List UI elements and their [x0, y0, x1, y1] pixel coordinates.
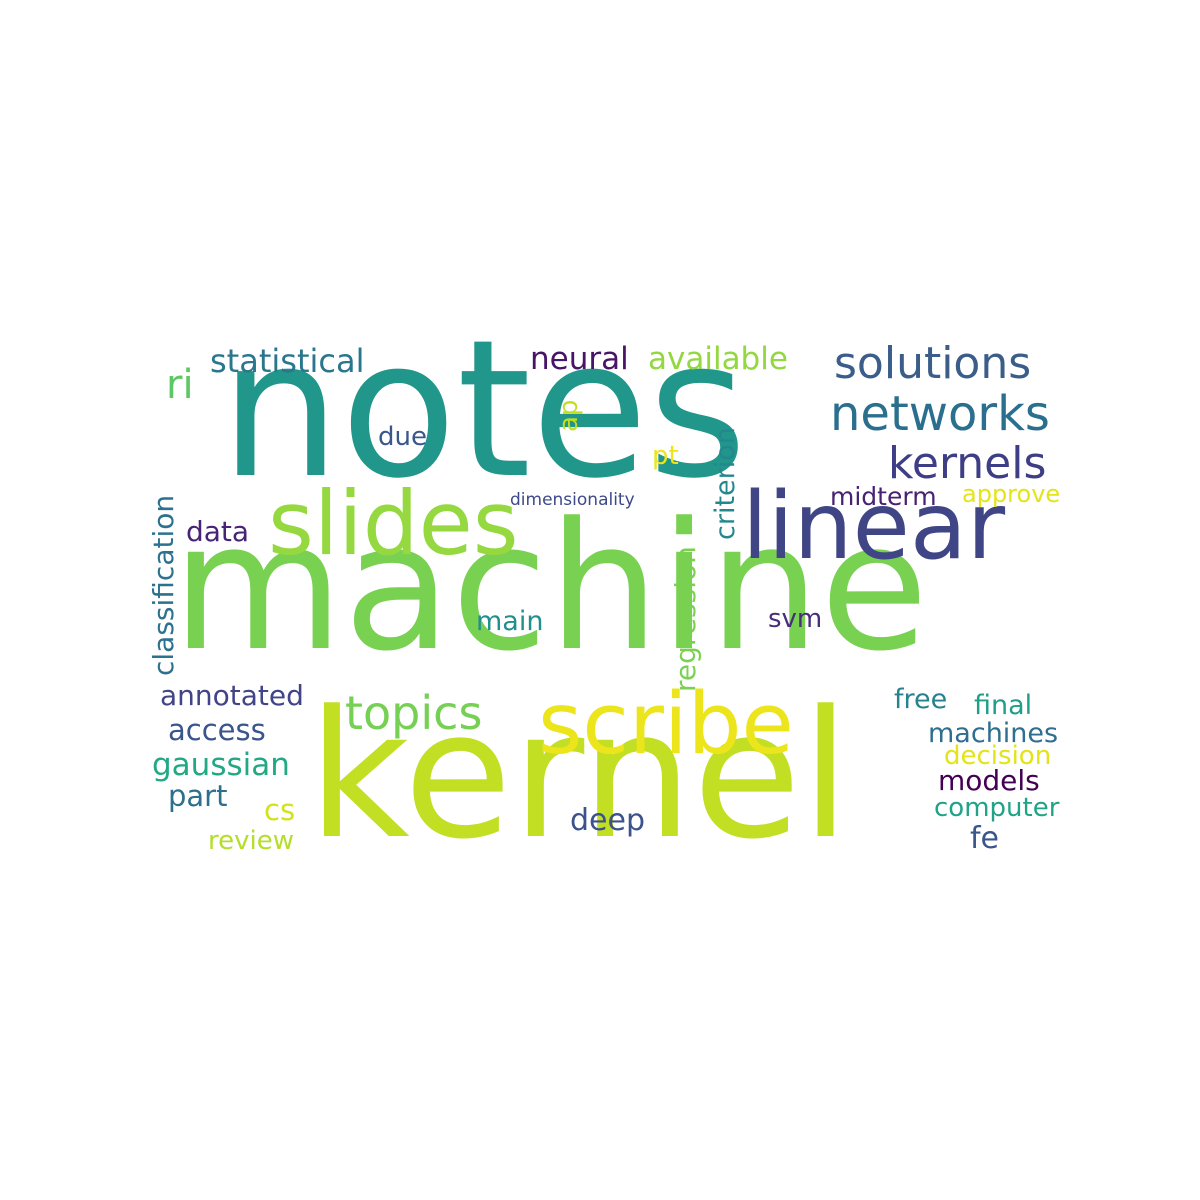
word-dimensionality: dimensionality — [510, 490, 635, 510]
word-statistical: statistical — [210, 342, 365, 380]
word-kernels: kernels — [888, 438, 1047, 489]
word-decision: decision — [944, 741, 1052, 771]
word-neural: neural — [530, 341, 629, 377]
word-ap: ap — [554, 399, 584, 432]
word-svm: svm — [768, 604, 823, 634]
word-models: models — [938, 764, 1040, 797]
word-linear: linear — [742, 472, 1006, 580]
word-topics: topics — [345, 686, 483, 740]
word-networks: networks — [830, 386, 1050, 442]
word-notes: notes — [220, 299, 748, 520]
word-ri: ri — [166, 362, 194, 408]
word-gaussian: gaussian — [152, 747, 290, 783]
word-final: final — [974, 690, 1033, 721]
word-review: review — [208, 826, 294, 856]
word-access: access — [168, 713, 266, 747]
word-kernel: kernel — [308, 673, 850, 878]
word-criterion: criterion — [710, 427, 741, 540]
word-data: data — [186, 515, 250, 548]
word-fe: fe — [970, 821, 1000, 856]
word-regression: regression — [669, 546, 702, 692]
word-approve: approve — [962, 480, 1061, 508]
word-available: available — [648, 341, 788, 377]
word-classification: classification — [147, 494, 180, 676]
word-cs: cs — [264, 793, 296, 827]
word-midterm: midterm — [830, 482, 937, 511]
word-slides: slides — [268, 472, 519, 575]
word-part: part — [168, 779, 228, 813]
word-computer: computer — [934, 793, 1060, 823]
word-solutions: solutions — [834, 338, 1032, 389]
word-machines: machines — [928, 718, 1059, 749]
word-scribe: scribe — [538, 675, 794, 774]
word-annotated: annotated — [160, 679, 304, 712]
word-deep: deep — [570, 803, 645, 838]
word-due: due — [378, 422, 427, 452]
word-pt: pt — [652, 441, 679, 471]
word-main: main — [476, 606, 544, 637]
word-free: free — [894, 684, 948, 715]
word-machine: machine — [172, 485, 929, 690]
